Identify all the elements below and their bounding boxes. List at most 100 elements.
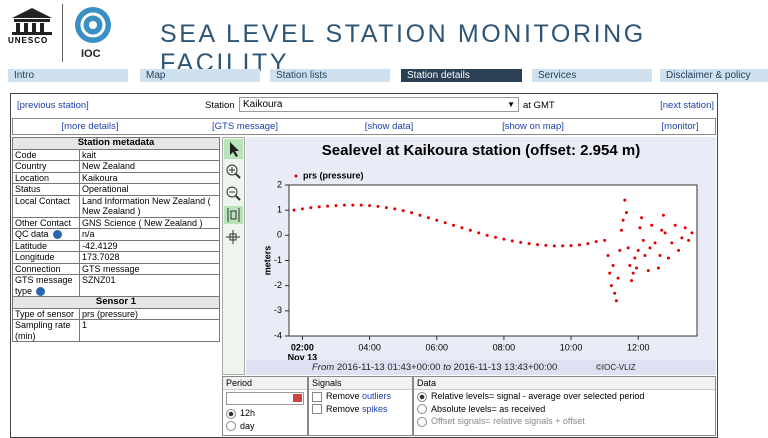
fit-button[interactable]: [224, 206, 243, 224]
divider: [62, 4, 63, 62]
ioc-logo: [75, 7, 111, 43]
metadata-label: Code: [12, 148, 80, 161]
radio[interactable]: [417, 416, 427, 427]
metadata-value: -42.4129: [79, 239, 220, 252]
period-label: day: [240, 420, 255, 431]
radio[interactable]: [226, 421, 236, 432]
detail-link[interactable]: [show on map]: [502, 121, 564, 132]
pan-button[interactable]: [226, 230, 240, 244]
metadata-value: Operational: [79, 183, 220, 196]
data-point: [485, 233, 489, 237]
range-text: From 2016-11-13 01:43+00:00 to 2016-11-1…: [312, 360, 557, 375]
metadata-row: Country New Zealand: [12, 160, 220, 173]
metadata-row: Code kait: [12, 148, 220, 161]
data-point: [670, 241, 674, 245]
data-point: [624, 211, 628, 215]
metadata-label: Other Contact: [12, 216, 80, 229]
data-point: [608, 271, 612, 275]
data-point: [673, 223, 677, 227]
signals-box: Signals Remove outliers Remove spikes: [308, 376, 413, 436]
data-point: [468, 228, 472, 232]
detail-link[interactable]: [more details]: [61, 121, 119, 132]
data-box: Data Relative levels= signal - average ov…: [413, 376, 716, 436]
temple-icon: [12, 8, 52, 35]
radio[interactable]: [417, 391, 427, 402]
toolbar-icons: [224, 139, 243, 244]
data-point: [452, 223, 456, 227]
to-value: 2016-11-13 13:43+00:00: [453, 362, 558, 373]
next-station[interactable]: [next station]: [660, 100, 714, 111]
metadata-value: 1: [79, 319, 220, 342]
data-label: Absolute levels= as received: [431, 403, 546, 414]
metadata-label: Country: [12, 160, 80, 173]
nav-tab[interactable]: Station details: [401, 69, 522, 82]
links-bar: [12, 118, 716, 135]
table-header: Sensor 1: [12, 296, 220, 309]
credit: ©IOC-VLIZ: [596, 363, 636, 372]
metadata-label: Local Contact: [12, 194, 80, 218]
y-tick-label: -4: [274, 330, 282, 340]
detail-link[interactable]: [show data]: [364, 121, 414, 132]
table-header: Station metadata: [12, 137, 220, 150]
detail-link[interactable]: [GTS message]: [212, 121, 278, 132]
prev-station[interactable]: [previous station]: [17, 100, 89, 111]
data-point: [690, 231, 694, 235]
zoom-in-button[interactable]: [226, 164, 241, 179]
info-icon[interactable]: [36, 286, 46, 296]
nav-tab[interactable]: Services: [532, 69, 652, 82]
data-point: [666, 256, 670, 260]
x-sublabel: Nov 13: [288, 352, 318, 360]
metadata-value: Kaikoura: [79, 171, 220, 184]
metadata-table: Station metadata Code kait Country New Zeala…: [12, 137, 220, 342]
data-point: [638, 226, 642, 230]
calendar-icon[interactable]: [293, 394, 302, 402]
data-point: [603, 238, 607, 242]
metadata-row: QC data n/a: [12, 228, 220, 241]
station-select[interactable]: Kaikoura ▼: [239, 97, 519, 112]
metadata-value: 173.7028: [79, 251, 220, 264]
page-title: SEA LEVEL STATION MONITORING FACILITY: [160, 20, 646, 77]
radio[interactable]: [417, 404, 427, 415]
metadata-value: prs (pressure): [79, 307, 220, 320]
legend-marker: [294, 174, 298, 178]
data-point: [641, 238, 645, 242]
metadata-label: Latitude: [12, 239, 80, 252]
signal-text: Remove: [326, 403, 360, 414]
data-point: [494, 235, 498, 239]
period-option: day: [223, 420, 307, 433]
metadata-value: GNS Science ( New Zealand ): [79, 216, 220, 229]
nav-tab[interactable]: Map: [140, 69, 260, 82]
nav-tab[interactable]: Intro: [8, 69, 128, 82]
signal-link[interactable]: outliers: [362, 391, 392, 401]
metadata-value: GTS message: [79, 262, 220, 275]
metadata-label: Sampling rate (min): [12, 319, 80, 342]
metadata-row: Sampling rate (min) 1: [12, 319, 220, 342]
data-point: [384, 206, 388, 210]
zoom-out-button[interactable]: [226, 186, 241, 201]
data-point: [586, 242, 590, 246]
cursor-icon: [230, 142, 239, 157]
plot-area: [288, 184, 698, 337]
data-point: [611, 264, 615, 268]
nav-tab[interactable]: Station lists: [270, 69, 390, 82]
y-axis-label: meters: [262, 246, 272, 276]
checkbox[interactable]: [312, 391, 322, 402]
data-point: [636, 248, 640, 252]
data-point: [616, 276, 620, 280]
data-point: [460, 226, 464, 230]
checkbox[interactable]: [312, 404, 322, 415]
to-label: to: [443, 362, 452, 373]
nav-tab[interactable]: Disclaimer & policy: [660, 69, 768, 82]
metadata-label: GTS message type: [12, 274, 80, 297]
data-point: [426, 216, 430, 220]
data-point: [683, 226, 687, 230]
date-input[interactable]: [226, 392, 304, 405]
table-header-row: Station metadata: [12, 137, 220, 150]
info-icon[interactable]: [52, 230, 62, 240]
radio[interactable]: [226, 408, 236, 419]
data-point: [653, 241, 657, 245]
detail-link[interactable]: [monitor]: [661, 121, 699, 132]
y-tick-label: -1: [274, 255, 282, 265]
data-point: [569, 244, 573, 248]
signal-link[interactable]: spikes: [362, 403, 388, 414]
